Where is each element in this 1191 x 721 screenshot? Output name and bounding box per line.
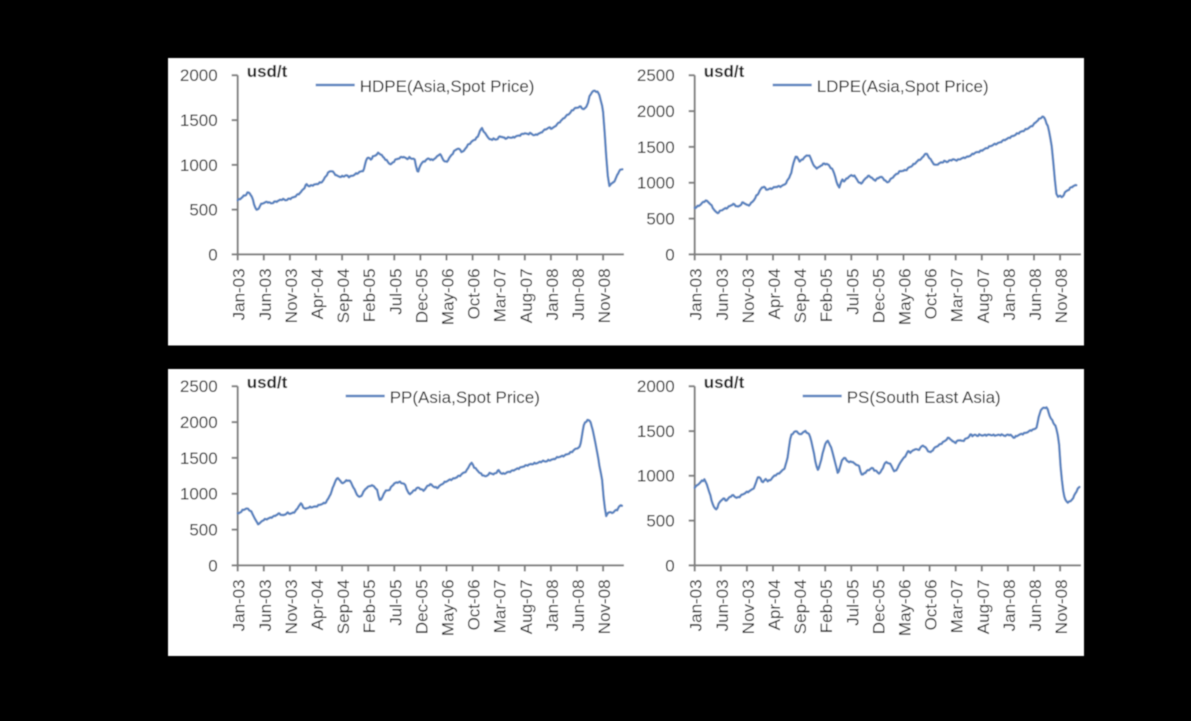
svg-text:May-06: May-06 (439, 579, 458, 636)
svg-text:Aug-07: Aug-07 (517, 579, 536, 634)
svg-text:2000: 2000 (180, 413, 218, 432)
svg-text:0: 0 (665, 556, 674, 575)
svg-text:Jan-08: Jan-08 (543, 579, 562, 631)
svg-text:Nov-03: Nov-03 (282, 268, 301, 323)
svg-text:500: 500 (189, 201, 217, 220)
svg-text:PS(South East Asia): PS(South East Asia) (847, 388, 1001, 407)
svg-text:Nov-08: Nov-08 (1052, 579, 1071, 634)
svg-text:Sep-04: Sep-04 (334, 268, 353, 323)
svg-text:usd/t: usd/t (247, 62, 288, 81)
svg-text:Jun-03: Jun-03 (713, 579, 732, 631)
svg-text:Feb-05: Feb-05 (817, 268, 836, 322)
svg-text:Jan-08: Jan-08 (1000, 268, 1019, 320)
svg-text:Apr-04: Apr-04 (765, 579, 784, 630)
svg-text:HDPE(Asia,Spot Price): HDPE(Asia,Spot Price) (360, 77, 535, 96)
svg-text:Oct-06: Oct-06 (465, 268, 484, 319)
svg-text:PP(Asia,Spot Price): PP(Asia,Spot Price) (390, 388, 540, 407)
svg-text:Mar-07: Mar-07 (491, 268, 510, 322)
svg-text:Jan-03: Jan-03 (687, 268, 706, 320)
svg-text:May-06: May-06 (896, 579, 915, 636)
svg-text:Jun-08: Jun-08 (1026, 268, 1045, 320)
svg-text:Jun-08: Jun-08 (1026, 579, 1045, 631)
svg-text:Mar-07: Mar-07 (948, 579, 967, 633)
svg-text:May-06: May-06 (896, 268, 915, 325)
svg-text:Mar-07: Mar-07 (491, 579, 510, 633)
svg-text:500: 500 (189, 521, 217, 540)
svg-text:Apr-04: Apr-04 (765, 268, 784, 319)
svg-text:1500: 1500 (637, 422, 675, 441)
svg-text:Jan-03: Jan-03 (687, 579, 706, 631)
svg-text:Nov-08: Nov-08 (595, 579, 614, 634)
svg-text:Sep-04: Sep-04 (791, 579, 810, 634)
svg-text:May-06: May-06 (439, 268, 458, 325)
svg-text:Aug-07: Aug-07 (517, 268, 536, 323)
svg-text:Aug-07: Aug-07 (974, 579, 993, 634)
svg-text:500: 500 (646, 512, 674, 531)
svg-text:Jun-03: Jun-03 (256, 579, 275, 631)
svg-text:Sep-04: Sep-04 (791, 268, 810, 323)
svg-text:Jun-03: Jun-03 (713, 268, 732, 320)
svg-text:Nov-08: Nov-08 (595, 268, 614, 323)
svg-text:1500: 1500 (180, 449, 218, 468)
svg-text:usd/t: usd/t (704, 62, 745, 81)
svg-text:Dec-05: Dec-05 (869, 579, 888, 634)
svg-text:2000: 2000 (637, 102, 675, 121)
svg-text:Oct-06: Oct-06 (465, 579, 484, 630)
svg-text:Sep-04: Sep-04 (334, 579, 353, 634)
svg-text:0: 0 (665, 245, 674, 264)
svg-text:Jul-05: Jul-05 (386, 268, 405, 314)
svg-text:2000: 2000 (637, 377, 675, 396)
svg-text:Dec-05: Dec-05 (412, 268, 431, 323)
svg-text:1000: 1000 (637, 174, 675, 193)
svg-text:2500: 2500 (637, 66, 675, 85)
svg-text:Jan-08: Jan-08 (543, 268, 562, 320)
svg-text:1500: 1500 (637, 138, 675, 157)
svg-text:Jun-03: Jun-03 (256, 268, 275, 320)
svg-text:2500: 2500 (180, 377, 218, 396)
svg-text:Nov-03: Nov-03 (739, 579, 758, 634)
svg-text:Oct-06: Oct-06 (922, 579, 941, 630)
svg-text:Jan-03: Jan-03 (230, 579, 249, 631)
svg-text:Nov-08: Nov-08 (1052, 268, 1071, 323)
svg-text:Jun-08: Jun-08 (569, 579, 588, 631)
svg-text:Nov-03: Nov-03 (282, 579, 301, 634)
svg-text:Jul-05: Jul-05 (843, 579, 862, 625)
svg-text:Apr-04: Apr-04 (308, 268, 327, 319)
svg-text:1500: 1500 (180, 111, 218, 130)
svg-text:Jan-08: Jan-08 (1000, 579, 1019, 631)
svg-text:0: 0 (208, 245, 217, 264)
svg-text:Feb-05: Feb-05 (817, 579, 836, 633)
svg-text:Dec-05: Dec-05 (412, 579, 431, 634)
svg-text:Oct-06: Oct-06 (922, 268, 941, 319)
svg-text:Jan-03: Jan-03 (230, 268, 249, 320)
svg-text:usd/t: usd/t (247, 373, 288, 392)
svg-text:0: 0 (208, 556, 217, 575)
svg-text:1000: 1000 (637, 467, 675, 486)
svg-text:1000: 1000 (180, 156, 218, 175)
svg-text:500: 500 (646, 210, 674, 229)
svg-text:Nov-03: Nov-03 (739, 268, 758, 323)
svg-text:LDPE(Asia,Spot Price): LDPE(Asia,Spot Price) (817, 77, 989, 96)
svg-text:Mar-07: Mar-07 (948, 268, 967, 322)
svg-text:1000: 1000 (180, 485, 218, 504)
svg-text:Jun-08: Jun-08 (569, 268, 588, 320)
svg-text:usd/t: usd/t (704, 373, 745, 392)
svg-text:Jul-05: Jul-05 (843, 268, 862, 314)
svg-text:Jul-05: Jul-05 (386, 579, 405, 625)
svg-text:Feb-05: Feb-05 (360, 579, 379, 633)
svg-text:Feb-05: Feb-05 (360, 268, 379, 322)
svg-text:Aug-07: Aug-07 (974, 268, 993, 323)
svg-text:Dec-05: Dec-05 (869, 268, 888, 323)
svg-text:2000: 2000 (180, 66, 218, 85)
svg-text:Apr-04: Apr-04 (308, 579, 327, 630)
